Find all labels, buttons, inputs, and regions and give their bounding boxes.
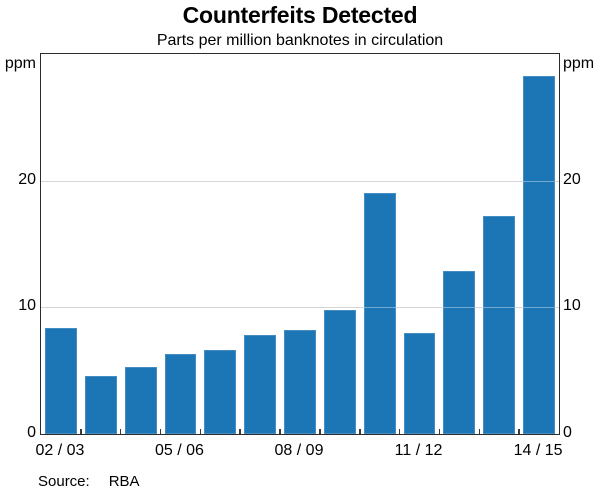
x-tick-label: 02 / 03 [35,442,85,459]
y-axis-right: ppm 0 10 20 [563,53,600,441]
bar [443,270,476,434]
x-axis-tick [359,429,361,434]
chart-subtitle: Parts per million banknotes in circulati… [156,32,444,49]
x-tick-label: 14 / 15 [513,442,563,459]
x-tick-label: 05 / 06 [154,442,204,459]
x-axis-tick [438,429,441,434]
x-axis-labels: 02 / 03 05 / 06 08 / 09 11 / 12 14 / 15 [35,441,563,461]
bar [523,75,555,434]
plot-area [41,54,559,434]
gridline-overlay [41,180,559,182]
x-axis-tick [478,429,481,434]
gridline [41,180,559,182]
y-axis-left: ppm 0 10 20 [0,53,36,441]
x-axis-tick [199,429,202,434]
bar [483,216,516,434]
bar [84,375,117,434]
y-tick-label: 10 [563,297,581,315]
bar [244,335,277,434]
y-tick-label: 10 [18,297,36,315]
x-tick-label: 08 / 09 [274,442,324,459]
bar [403,332,436,434]
x-axis-tick [319,429,321,434]
y-axis-unit-left: ppm [4,55,36,72]
x-axis-tick [80,429,82,434]
x-axis-tick [119,429,122,434]
bar [44,327,77,434]
source-note: Source: RBA [38,472,140,491]
y-tick-label: 20 [18,170,36,188]
source-label: Source: [38,473,90,490]
bar [164,354,197,434]
y-tick-label: 20 [563,170,581,188]
x-axis-tick [279,429,281,434]
chart-title: Counterfeits Detected [182,2,418,28]
x-tick-label: 11 / 12 [394,442,443,459]
source-value: RBA [108,473,140,490]
x-axis-tick [239,429,241,434]
bar [124,366,157,434]
bar [204,350,237,434]
bar [363,193,396,434]
gridline [41,307,559,309]
y-tick-label: 0 [27,424,36,441]
x-axis-tick [398,429,401,434]
x-axis-tick [518,429,520,434]
y-axis-unit-right: ppm [563,55,595,72]
x-axis-tick [159,429,162,434]
bar [284,330,316,434]
y-tick-label: 0 [563,424,572,441]
plot-frame [40,53,560,435]
bar [323,309,356,434]
gridline-overlay [41,307,559,309]
